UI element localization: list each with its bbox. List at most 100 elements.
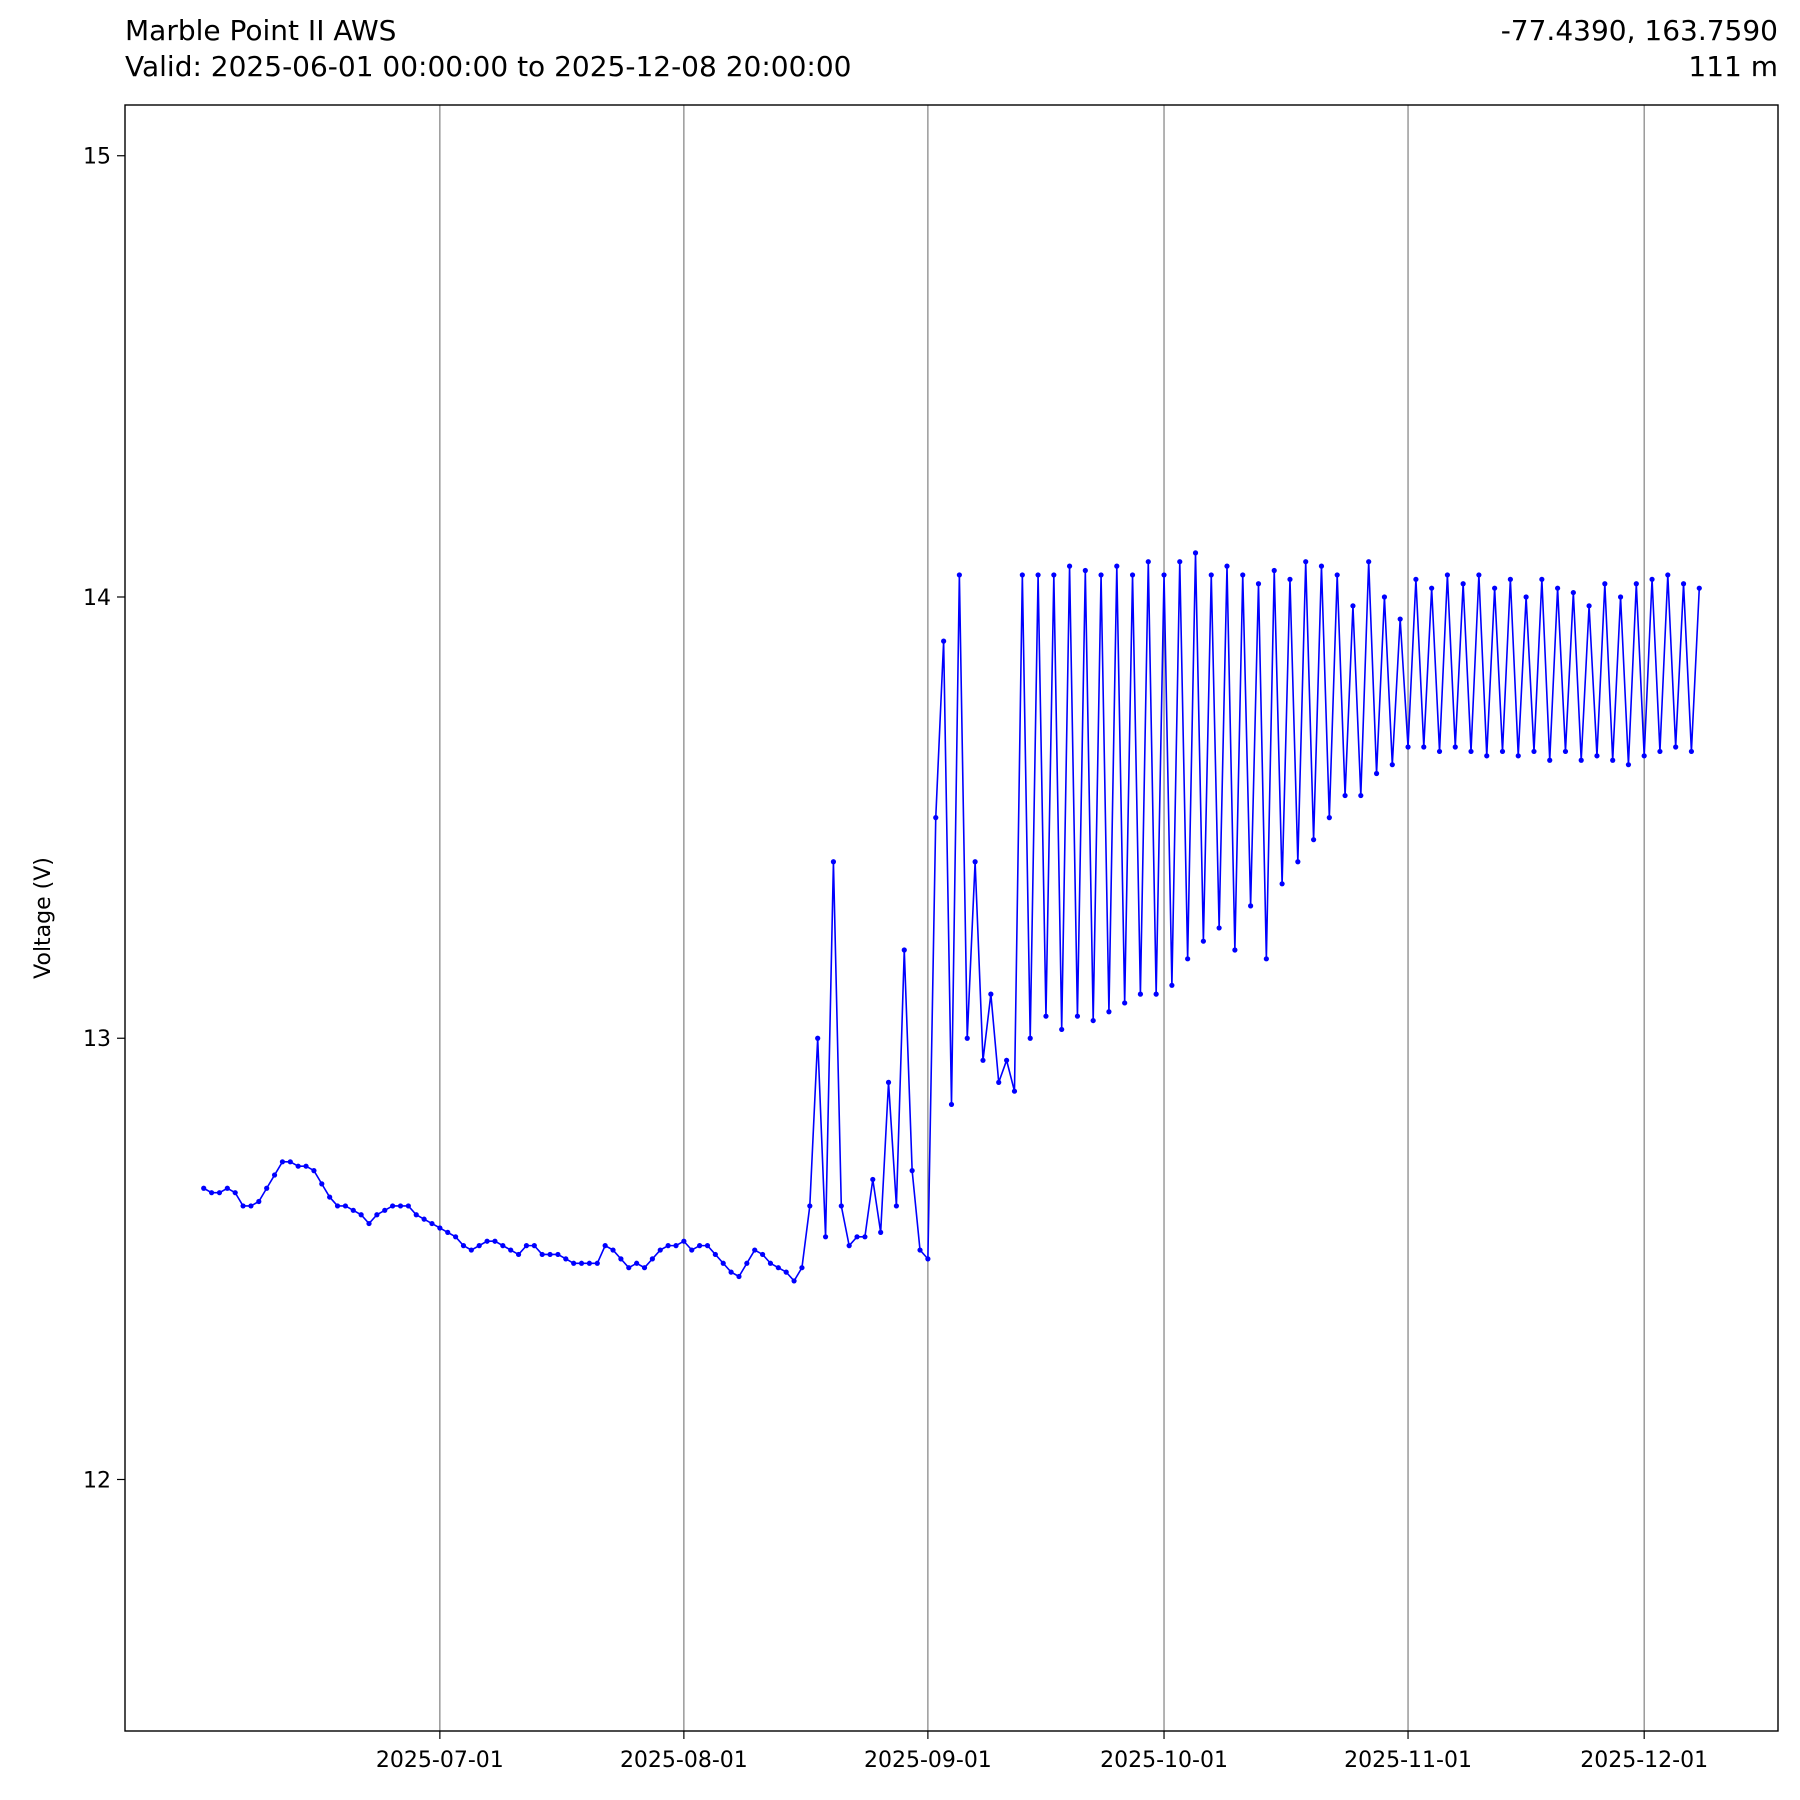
data-point: [1523, 594, 1529, 600]
data-point: [948, 1101, 955, 1108]
data-point: [515, 1251, 522, 1258]
data-point: [1019, 572, 1025, 578]
data-point: [744, 1260, 750, 1266]
data-point: [1066, 563, 1073, 569]
data-point: [279, 1159, 286, 1165]
data-point: [1051, 572, 1057, 578]
data-point: [1460, 581, 1466, 587]
data-point: [1232, 947, 1238, 953]
data-point: [1555, 585, 1561, 591]
data-point: [1240, 572, 1246, 578]
data-point: [822, 1234, 829, 1240]
data-point: [791, 1278, 797, 1284]
data-point: [1153, 991, 1159, 997]
data-point: [1680, 581, 1687, 587]
data-point: [838, 1203, 844, 1209]
data-point: [1641, 753, 1647, 759]
data-point: [815, 1035, 821, 1041]
data-point: [571, 1260, 577, 1266]
data-point: [1429, 585, 1435, 591]
data-point: [1287, 576, 1293, 582]
data-point: [941, 638, 947, 644]
data-point: [1492, 585, 1498, 591]
data-point: [555, 1251, 561, 1258]
data-point: [256, 1198, 262, 1205]
data-point: [1326, 815, 1332, 821]
data-point: [1499, 748, 1506, 755]
data-point: [1161, 572, 1167, 578]
data-point: [1192, 550, 1199, 556]
x-tick-label: 2025-09-01: [864, 1748, 992, 1773]
data-point: [689, 1247, 695, 1253]
data-point: [1539, 576, 1545, 582]
data-point: [1452, 744, 1458, 750]
data-point: [917, 1247, 923, 1253]
data-point: [846, 1243, 852, 1249]
data-point: [1515, 753, 1521, 759]
data-point: [1562, 748, 1569, 755]
data-point: [468, 1247, 474, 1253]
data-point: [988, 991, 994, 997]
data-point: [1106, 1009, 1112, 1015]
data-point: [492, 1238, 498, 1244]
data-point: [1350, 603, 1356, 609]
data-point: [1625, 762, 1632, 768]
data-point: [1413, 576, 1419, 582]
data-point: [327, 1194, 333, 1200]
data-point: [956, 572, 962, 578]
data-point: [1381, 594, 1388, 600]
data-point: [862, 1234, 868, 1240]
data-point: [641, 1265, 648, 1271]
data-point: [586, 1260, 593, 1266]
data-point: [681, 1238, 687, 1244]
data-point: [271, 1172, 278, 1178]
data-point: [1177, 559, 1183, 565]
data-point: [933, 815, 939, 821]
y-tick-label: 13: [83, 1027, 111, 1052]
data-point: [602, 1243, 608, 1249]
data-point: [1617, 594, 1624, 600]
data-point: [1673, 744, 1679, 750]
data-point: [1334, 572, 1340, 578]
data-point: [374, 1212, 380, 1218]
chart-subtitle: Valid: 2025-06-01 00:00:00 to 2025-12-08…: [125, 50, 851, 83]
data-point: [752, 1247, 758, 1253]
data-point: [720, 1260, 726, 1266]
data-point: [1342, 792, 1348, 799]
y-tick-label: 14: [83, 586, 111, 611]
data-point: [1484, 753, 1490, 759]
data-point: [673, 1243, 679, 1249]
y-tick-label: 15: [83, 145, 111, 170]
data-point: [870, 1176, 876, 1183]
data-point: [736, 1273, 742, 1280]
data-point: [523, 1243, 530, 1249]
data-point: [531, 1243, 537, 1249]
data-point: [1098, 572, 1104, 578]
data-point: [232, 1190, 238, 1196]
data-point: [366, 1220, 372, 1227]
data-point: [665, 1243, 671, 1249]
data-point: [350, 1207, 356, 1213]
data-point: [1090, 1017, 1096, 1024]
data-point: [649, 1256, 655, 1262]
data-point: [807, 1203, 813, 1209]
data-point: [578, 1260, 585, 1266]
data-point: [1279, 881, 1285, 887]
data-point: [311, 1168, 317, 1174]
data-point: [508, 1247, 514, 1253]
data-point: [1531, 748, 1537, 755]
data-point: [964, 1035, 970, 1041]
data-point: [1074, 1013, 1081, 1019]
data-point: [1373, 770, 1380, 777]
y-axis-label: Voltage (V): [31, 857, 56, 979]
data-point: [382, 1207, 388, 1213]
data-point: [1137, 991, 1144, 997]
data-point: [610, 1247, 616, 1253]
data-point: [476, 1243, 482, 1249]
data-point: [1594, 753, 1600, 759]
data-point: [1366, 559, 1372, 565]
x-tick-label: 2025-11-01: [1344, 1748, 1472, 1773]
data-point: [1578, 757, 1584, 763]
x-tick-label: 2025-07-01: [376, 1748, 504, 1773]
